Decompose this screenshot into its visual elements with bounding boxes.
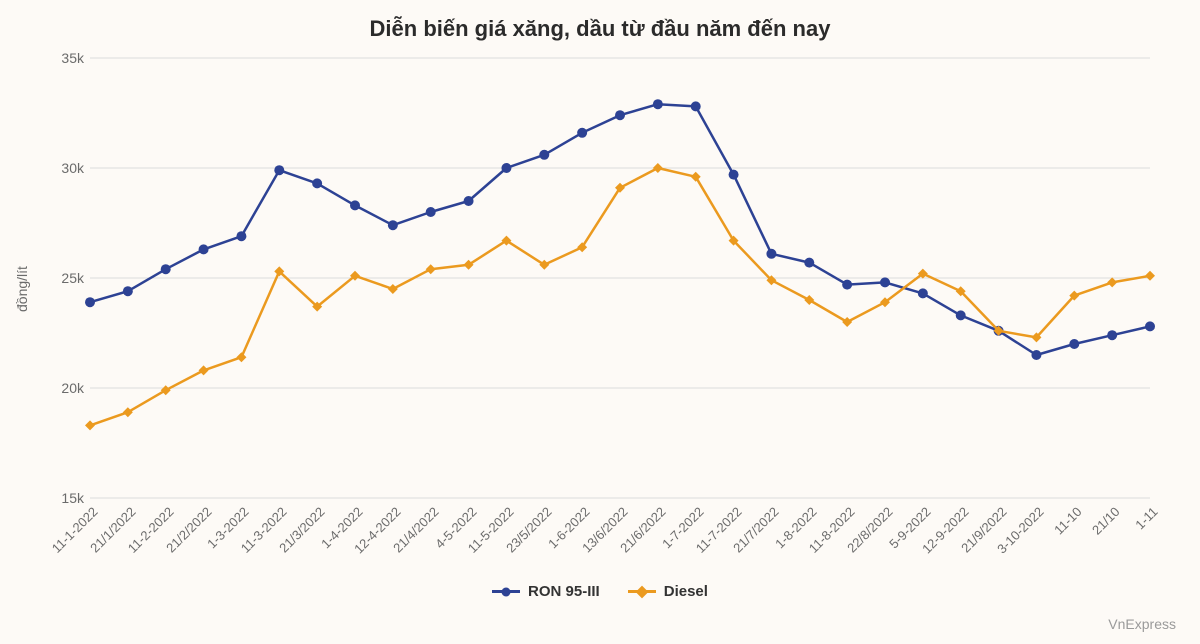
chart-legend: RON 95-III Diesel [0, 580, 1200, 600]
y-tick-label: 15k [40, 490, 84, 506]
legend-label: Diesel [664, 583, 708, 600]
chart-title: Diễn biến giá xăng, dầu từ đầu năm đến n… [0, 16, 1200, 42]
y-tick-label: 35k [40, 50, 84, 66]
x-tick-label: 21/10 [1089, 504, 1123, 538]
y-tick-label: 25k [40, 270, 84, 286]
x-tick-label: 11-10 [1051, 504, 1084, 537]
y-axis-label: đồng/lít [14, 266, 30, 312]
legend-item: Diesel [628, 583, 708, 600]
x-tick-label: 1-11 [1132, 504, 1160, 532]
legend-swatch [492, 590, 520, 593]
legend-swatch [628, 590, 656, 593]
line-chart: 15k20k25k30k35k11-1-202221/1/202211-2-20… [90, 58, 1150, 498]
legend-item: RON 95-III [492, 583, 600, 600]
legend-label: RON 95-III [528, 583, 600, 600]
y-tick-label: 30k [40, 160, 84, 176]
y-tick-label: 20k [40, 380, 84, 396]
source-credit: VnExpress [1108, 616, 1176, 632]
